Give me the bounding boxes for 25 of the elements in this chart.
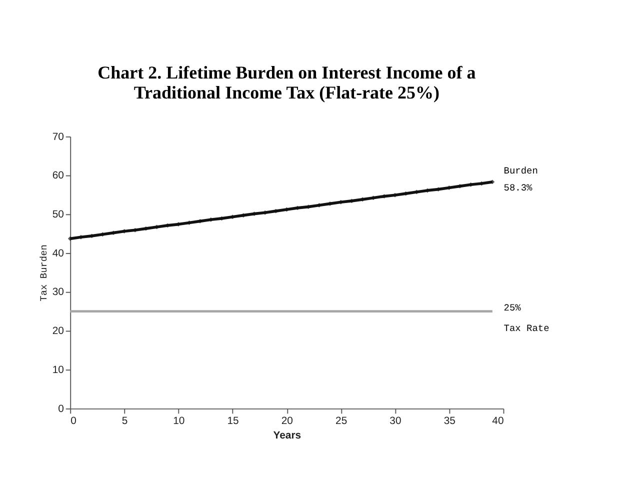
series-label: Burden	[504, 165, 538, 176]
data-label: 58.3%	[504, 182, 533, 194]
data-label: 25%	[504, 302, 522, 314]
y-tick-label: 70	[52, 132, 64, 143]
x-tick-label: 25	[336, 416, 348, 428]
x-tick-label: 5	[122, 416, 128, 428]
y-tick-label: 0	[58, 404, 64, 415]
y-tick-label: 20	[52, 326, 64, 338]
x-tick-label: 40	[492, 416, 504, 428]
y-tick-label: 30	[52, 287, 64, 298]
text: Traditional Income Tax (Flat-rate 25%)	[134, 82, 440, 103]
x-tick-label: 35	[444, 416, 456, 428]
y-axis-title: Tax Burden	[38, 244, 50, 302]
x-tick-label: 30	[390, 416, 402, 428]
x-tick-label: 0	[70, 416, 77, 428]
y-tick-label: 10	[52, 364, 64, 376]
x-tick-label: 15	[227, 416, 240, 428]
x-axis-title: Years	[273, 430, 302, 442]
x-tick-label: 20	[281, 416, 294, 428]
y-tick-label: 40	[52, 248, 64, 260]
x-tick-label: 10	[173, 416, 185, 428]
y-tick-label: 60	[52, 170, 64, 182]
series-label: Tax Rate	[504, 323, 550, 334]
y-tick-label: 50	[52, 209, 64, 220]
text: Chart 2. Lifetime Burden on Interest Income of a	[98, 62, 476, 83]
